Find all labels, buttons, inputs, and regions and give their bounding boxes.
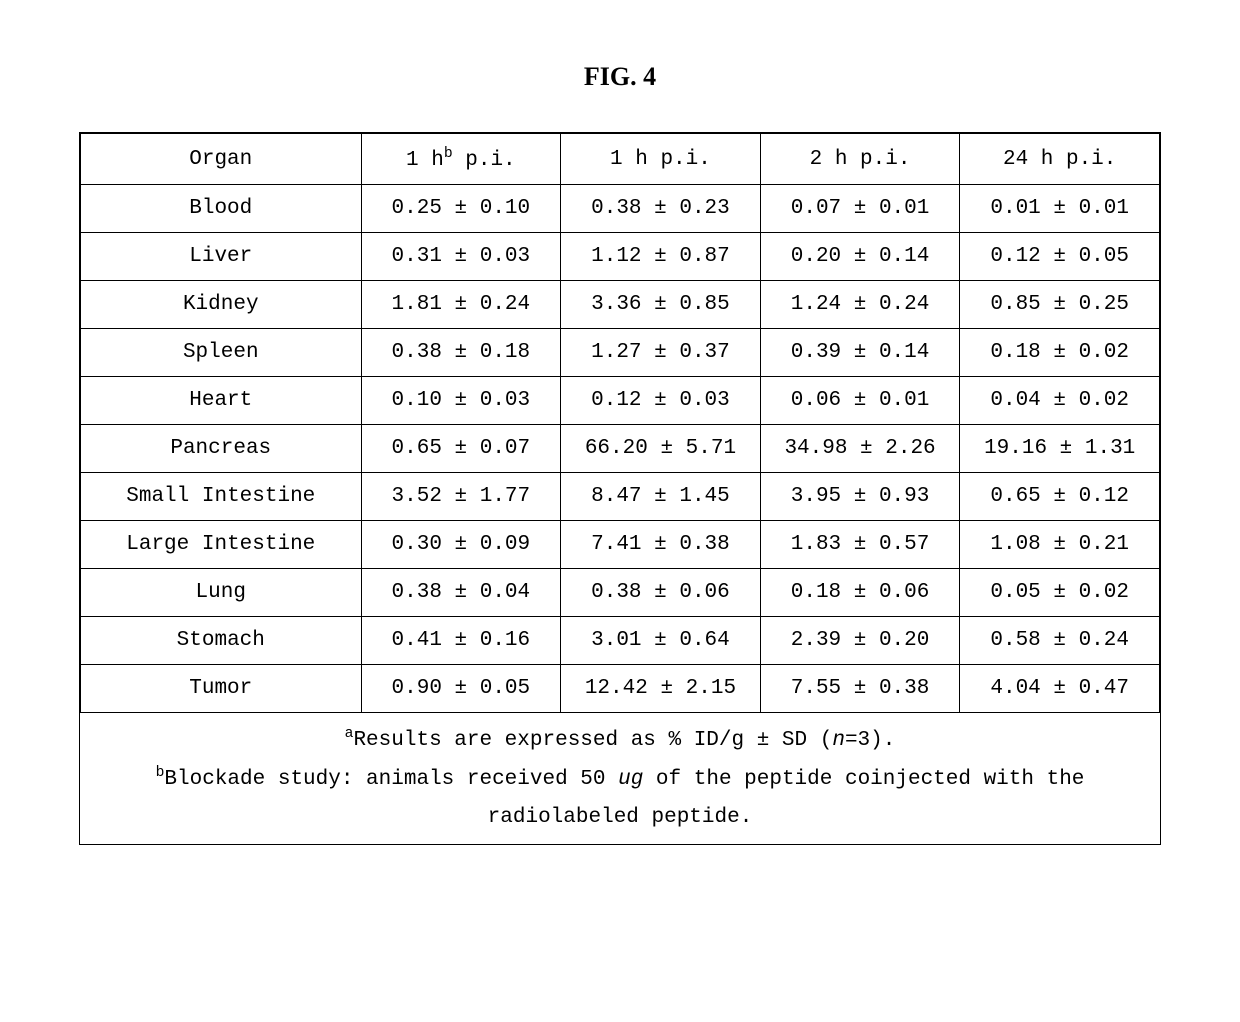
col-header-1hb-sup: b (444, 146, 453, 162)
table-row: Lung0.38 ± 0.040.38 ± 0.060.18 ± 0.060.0… (81, 569, 1160, 617)
value-cell: 0.38 ± 0.06 (561, 569, 761, 617)
value-cell: 0.10 ± 0.03 (361, 377, 561, 425)
table-row: Small Intestine3.52 ± 1.778.47 ± 1.453.9… (81, 473, 1160, 521)
value-cell: 0.06 ± 0.01 (760, 377, 960, 425)
table-body: Blood0.25 ± 0.100.38 ± 0.230.07 ± 0.010.… (81, 185, 1160, 713)
value-cell: 0.25 ± 0.10 (361, 185, 561, 233)
organ-cell: Large Intestine (81, 521, 362, 569)
organ-cell: Spleen (81, 329, 362, 377)
value-cell: 1.27 ± 0.37 (561, 329, 761, 377)
value-cell: 1.08 ± 0.21 (960, 521, 1160, 569)
value-cell: 0.65 ± 0.12 (960, 473, 1160, 521)
value-cell: 3.52 ± 1.77 (361, 473, 561, 521)
value-cell: 0.05 ± 0.02 (960, 569, 1160, 617)
figure-title: FIG. 4 (0, 62, 1240, 92)
col-header-1hb-suffix: p.i. (453, 149, 516, 172)
value-cell: 12.42 ± 2.15 (561, 665, 761, 713)
organ-cell: Lung (81, 569, 362, 617)
value-cell: 0.90 ± 0.05 (361, 665, 561, 713)
value-cell: 4.04 ± 0.47 (960, 665, 1160, 713)
value-cell: 0.38 ± 0.23 (561, 185, 761, 233)
value-cell: 1.24 ± 0.24 (760, 281, 960, 329)
value-cell: 34.98 ± 2.26 (760, 425, 960, 473)
footnote-row: aResults are expressed as % ID/g ± SD (n… (81, 713, 1160, 845)
data-table-container: Organ 1 hb p.i. 1 h p.i. 2 h p.i. 24 h p… (79, 132, 1161, 845)
data-table: Organ 1 hb p.i. 1 h p.i. 2 h p.i. 24 h p… (80, 133, 1160, 844)
value-cell: 7.55 ± 0.38 (760, 665, 960, 713)
organ-cell: Kidney (81, 281, 362, 329)
value-cell: 1.83 ± 0.57 (760, 521, 960, 569)
value-cell: 3.36 ± 0.85 (561, 281, 761, 329)
value-cell: 0.18 ± 0.02 (960, 329, 1160, 377)
table-row: Heart0.10 ± 0.030.12 ± 0.030.06 ± 0.010.… (81, 377, 1160, 425)
footnote-a-before: Results are expressed as % ID/g ± SD ( (353, 729, 832, 752)
value-cell: 0.01 ± 0.01 (960, 185, 1160, 233)
value-cell: 0.18 ± 0.06 (760, 569, 960, 617)
table-row: Kidney1.81 ± 0.243.36 ± 0.851.24 ± 0.240… (81, 281, 1160, 329)
col-header-organ: Organ (81, 134, 362, 185)
value-cell: 0.31 ± 0.03 (361, 233, 561, 281)
value-cell: 7.41 ± 0.38 (561, 521, 761, 569)
value-cell: 0.58 ± 0.24 (960, 617, 1160, 665)
table-row: Blood0.25 ± 0.100.38 ± 0.230.07 ± 0.010.… (81, 185, 1160, 233)
organ-cell: Tumor (81, 665, 362, 713)
organ-cell: Blood (81, 185, 362, 233)
value-cell: 19.16 ± 1.31 (960, 425, 1160, 473)
value-cell: 1.81 ± 0.24 (361, 281, 561, 329)
value-cell: 0.85 ± 0.25 (960, 281, 1160, 329)
value-cell: 0.65 ± 0.07 (361, 425, 561, 473)
value-cell: 0.12 ± 0.03 (561, 377, 761, 425)
organ-cell: Liver (81, 233, 362, 281)
col-header-1hb-prefix: 1 h (406, 149, 444, 172)
value-cell: 0.07 ± 0.01 (760, 185, 960, 233)
value-cell: 1.12 ± 0.87 (561, 233, 761, 281)
value-cell: 0.38 ± 0.04 (361, 569, 561, 617)
value-cell: 0.12 ± 0.05 (960, 233, 1160, 281)
table-row: Spleen0.38 ± 0.181.27 ± 0.370.39 ± 0.140… (81, 329, 1160, 377)
table-row: Large Intestine0.30 ± 0.097.41 ± 0.381.8… (81, 521, 1160, 569)
value-cell: 3.01 ± 0.64 (561, 617, 761, 665)
footnote-b-before: Blockade study: animals received 50 (164, 768, 618, 791)
value-cell: 0.04 ± 0.02 (960, 377, 1160, 425)
organ-cell: Heart (81, 377, 362, 425)
footnote-a-italic: n (832, 729, 845, 752)
value-cell: 0.38 ± 0.18 (361, 329, 561, 377)
col-header-2h: 2 h p.i. (760, 134, 960, 185)
organ-cell: Stomach (81, 617, 362, 665)
col-header-24h: 24 h p.i. (960, 134, 1160, 185)
value-cell: 2.39 ± 0.20 (760, 617, 960, 665)
organ-cell: Small Intestine (81, 473, 362, 521)
table-header-row: Organ 1 hb p.i. 1 h p.i. 2 h p.i. 24 h p… (81, 134, 1160, 185)
table-row: Stomach0.41 ± 0.163.01 ± 0.642.39 ± 0.20… (81, 617, 1160, 665)
organ-cell: Pancreas (81, 425, 362, 473)
col-header-1hb: 1 hb p.i. (361, 134, 561, 185)
footnote-cell: aResults are expressed as % ID/g ± SD (n… (81, 713, 1160, 845)
value-cell: 0.41 ± 0.16 (361, 617, 561, 665)
value-cell: 66.20 ± 5.71 (561, 425, 761, 473)
footnote-a-after: =3). (845, 729, 895, 752)
value-cell: 3.95 ± 0.93 (760, 473, 960, 521)
table-row: Pancreas0.65 ± 0.0766.20 ± 5.7134.98 ± 2… (81, 425, 1160, 473)
value-cell: 0.20 ± 0.14 (760, 233, 960, 281)
value-cell: 8.47 ± 1.45 (561, 473, 761, 521)
footnote-b-italic: ug (618, 768, 643, 791)
col-header-1h: 1 h p.i. (561, 134, 761, 185)
table-row: Tumor0.90 ± 0.0512.42 ± 2.157.55 ± 0.384… (81, 665, 1160, 713)
value-cell: 0.39 ± 0.14 (760, 329, 960, 377)
table-row: Liver0.31 ± 0.031.12 ± 0.870.20 ± 0.140.… (81, 233, 1160, 281)
value-cell: 0.30 ± 0.09 (361, 521, 561, 569)
